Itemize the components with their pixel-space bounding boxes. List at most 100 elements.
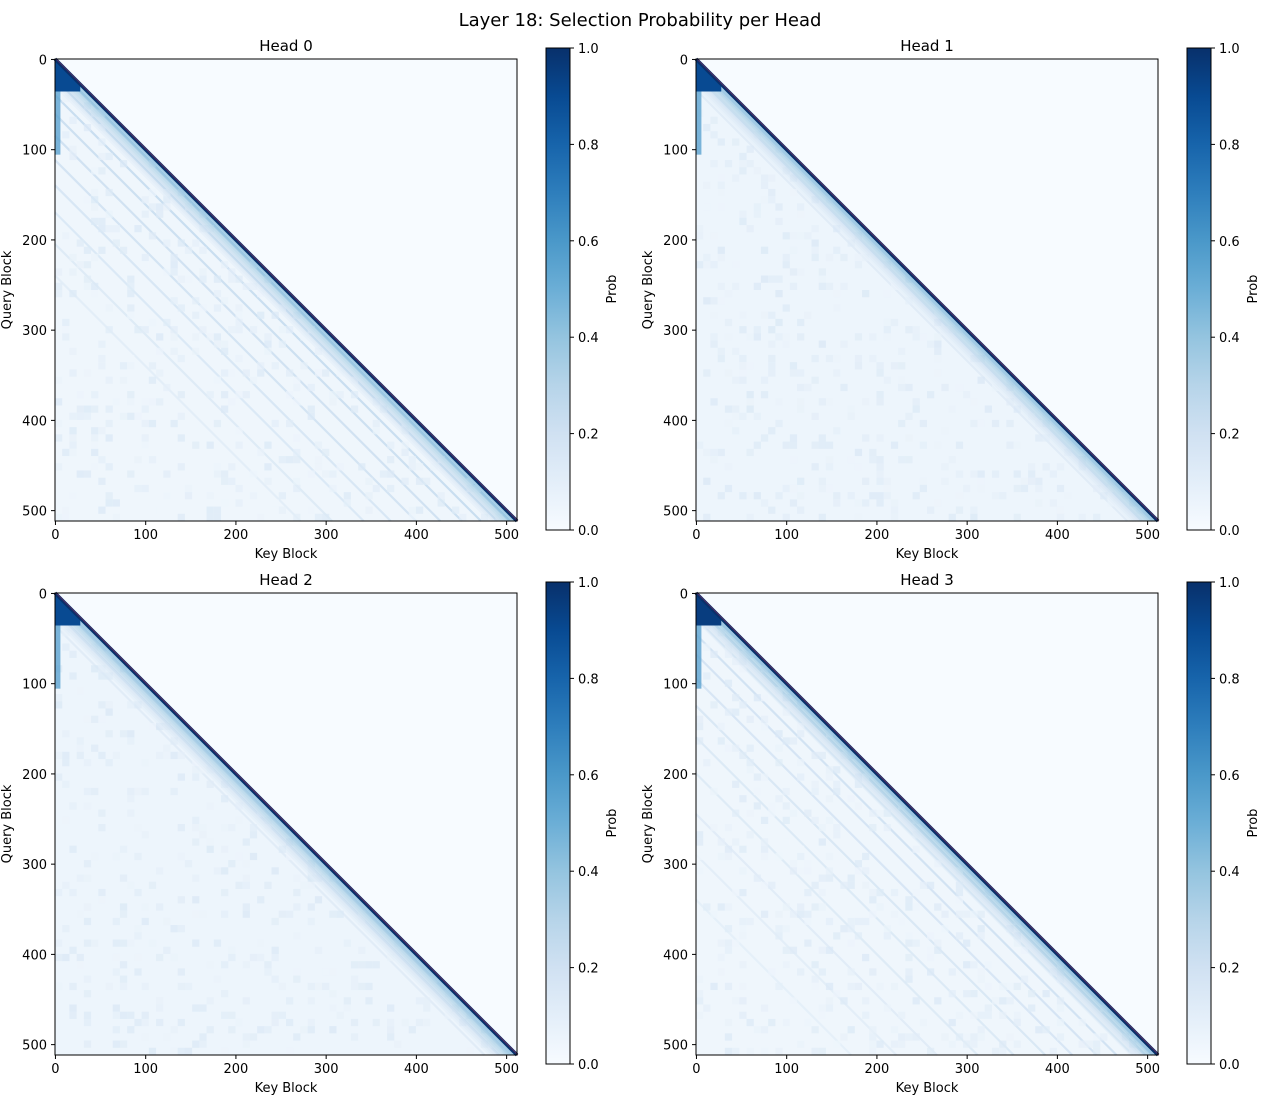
x-tick-label: 100 [774,528,799,543]
heatmap-cell [739,369,747,377]
heatmap-cell [127,795,135,803]
heatmap-cell [286,369,294,377]
diagonal-band [54,605,505,1056]
heatmap-cell [62,925,70,933]
heatmap-cell [105,492,113,500]
heatmap-cell [724,903,733,911]
heatmap-cell [415,997,424,1005]
heatmap-cell [83,405,92,413]
heatmap-cell [184,246,193,254]
colorbar-tick-label: 0.8 [578,672,599,687]
heatmap-cell [818,434,826,442]
heatmap-cell [336,391,344,399]
heatmap-cell [62,780,70,788]
heatmap-cell [336,910,344,918]
diagonal-band [54,74,502,522]
heatmap-cell [55,751,63,760]
heatmap-cell [408,456,416,464]
y-tick-label: 0 [39,587,47,602]
heatmap-cell [732,427,740,435]
heatmap-cell [329,990,337,998]
heatmap-cell [249,318,258,327]
heatmap-cell [717,246,725,254]
heatmap-cell [782,261,790,269]
heatmap-cell [62,629,70,637]
heatmap-cell [98,167,106,175]
heatmap-cell [811,961,819,969]
heatmap-cell [760,910,769,918]
y-axis-label: Query Block [641,250,656,329]
heatmap-cell [105,463,113,471]
heatmap-cell [977,1011,985,1019]
heatmap-cell [105,326,113,334]
heatmap-cell [818,946,826,954]
heatmap-cell [732,838,740,846]
heatmap-cell [732,860,740,868]
heatmap-cell [1093,1040,1101,1048]
heatmap-cell [177,968,185,976]
heatmap-cell [156,333,164,341]
heatmap-cell [782,304,790,312]
heatmap-cell [76,874,84,882]
heatmap-cell [112,968,120,976]
heatmap-cell [703,253,711,262]
heatmap-cell [98,340,106,348]
heatmap-cell [98,477,106,485]
heatmap-cell [271,946,279,954]
heatmap-cell [119,362,128,370]
heatmap-cell [387,441,395,449]
heatmap-cell [746,513,754,521]
heatmap-cell [789,910,798,918]
heatmap-cell [912,398,920,406]
heatmap-cell [862,917,870,926]
heatmap-cell [775,982,783,991]
heatmap-cell [775,318,783,327]
heatmap-cell [811,463,819,471]
heatmap-cell [797,759,805,767]
main-diagonal [53,57,519,523]
heatmap-cell [934,997,942,1005]
diagonal-band [54,77,499,522]
heatmap-cell [768,809,776,817]
heatmap-cell [768,1018,776,1027]
heatmap-cell [710,398,718,406]
heatmap-cell [264,477,272,485]
heatmap-cell [804,888,812,897]
heatmap-cell [249,282,258,290]
stripe-line [54,159,417,522]
heatmap-cell [91,196,99,204]
heatmap-cell [69,427,77,435]
heatmap-cell [912,1011,920,1019]
heatmap-cell [890,499,899,507]
heatmap-cell [703,903,711,911]
heatmap-cell [696,867,704,875]
heatmap-cell [300,398,308,406]
heatmap-cell [98,809,106,817]
diagonal-band [695,71,1146,522]
heatmap-cell [358,463,366,471]
x-tick-label: 0 [692,528,700,543]
heatmap-cell [797,867,805,875]
heatmap-cell [286,852,294,861]
heatmap-cell [55,282,63,290]
heatmap-cell [314,946,323,954]
heatmap-cell [1056,1004,1065,1012]
heatmap-cell [797,268,805,276]
heatmap-cell [710,650,718,658]
heatmap-cell [760,196,769,204]
heatmap-cell [62,881,70,889]
heatmap-cell [98,354,106,363]
heatmap-cell [739,311,747,319]
heatmap-cell [329,1004,337,1012]
heatmap-cell [177,1047,185,1055]
heatmap-cell [192,874,200,882]
heatmap-cell [869,1033,877,1041]
diagonal-band [54,597,513,1056]
heatmap-cell [62,513,70,521]
heatmap-cell [840,383,848,392]
heatmap-cell [69,448,77,457]
heatmap-cell [948,990,956,998]
heatmap-cell [963,961,971,969]
heatmap-cell [818,874,826,882]
